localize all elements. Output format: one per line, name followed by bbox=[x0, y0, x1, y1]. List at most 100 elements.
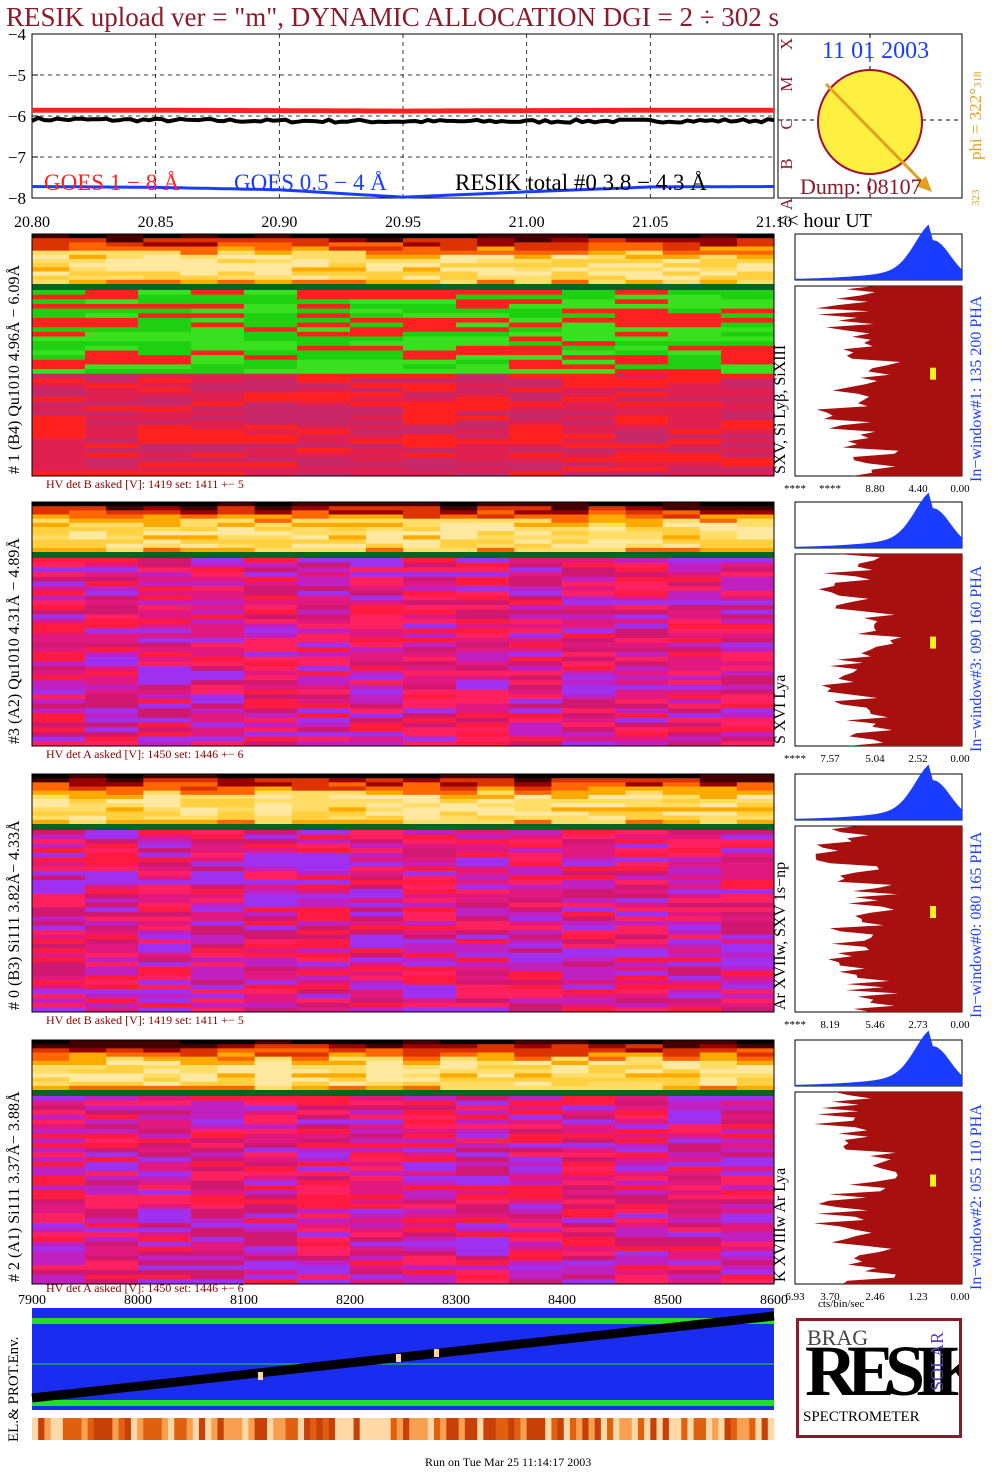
spectrogram-cell bbox=[456, 308, 510, 314]
spectrogram-cell bbox=[615, 614, 669, 620]
spectrogram-cell bbox=[668, 1110, 722, 1116]
heat-cell bbox=[32, 1044, 70, 1049]
spectrogram-cell bbox=[85, 572, 139, 578]
spectrogram-cell bbox=[403, 1124, 457, 1130]
heat-cell bbox=[291, 242, 330, 247]
heat-cell bbox=[32, 815, 70, 821]
spectrum-tick-label: 7.57 bbox=[820, 753, 840, 765]
spectrogram-cell bbox=[456, 1279, 510, 1285]
spectrogram-cell bbox=[350, 1251, 404, 1257]
spectrogram-cell bbox=[721, 313, 775, 319]
spectrogram-cell bbox=[297, 434, 351, 440]
spectrogram-cell bbox=[721, 866, 775, 872]
spectrogram-cell bbox=[244, 961, 298, 967]
x-tick-label: 20.85 bbox=[138, 214, 174, 231]
spectrogram-cell bbox=[456, 567, 510, 573]
spectrogram-cell bbox=[668, 628, 722, 634]
heat-cell bbox=[180, 811, 218, 817]
spectrogram-cell bbox=[668, 993, 722, 999]
heat-cell bbox=[254, 263, 293, 268]
logo-side: SOLAR bbox=[927, 1331, 947, 1391]
heat-cell bbox=[625, 774, 664, 779]
heat-cell bbox=[625, 1081, 664, 1087]
spectrogram-cell bbox=[297, 1180, 351, 1186]
spectrogram-cell bbox=[403, 875, 457, 881]
spectrogram-cell bbox=[562, 647, 616, 653]
spectrogram-cell bbox=[509, 966, 563, 972]
spectrogram-cell bbox=[191, 656, 245, 662]
heat-cell bbox=[699, 819, 738, 825]
spectrogram-cell bbox=[403, 452, 457, 458]
heat-cell bbox=[662, 506, 701, 511]
heat-cell bbox=[477, 242, 515, 247]
heat-cell bbox=[625, 279, 664, 285]
spectrogram-cell bbox=[456, 1152, 510, 1158]
spectrogram-cell bbox=[244, 939, 298, 945]
spectrogram-cell bbox=[191, 1152, 245, 1158]
heat-cell bbox=[180, 1048, 218, 1053]
spectrogram-cell bbox=[456, 590, 510, 597]
heat-cell bbox=[328, 514, 367, 520]
env-heat-cell bbox=[242, 1418, 249, 1440]
spectrogram-cell bbox=[456, 452, 510, 458]
heat-cell bbox=[106, 531, 144, 536]
heat-cell bbox=[514, 1065, 552, 1070]
heat-cell bbox=[365, 547, 404, 553]
heat-cell bbox=[69, 527, 107, 532]
spectrogram-cell bbox=[456, 562, 510, 568]
spectrogram-cell bbox=[85, 364, 139, 370]
spectrogram-cell bbox=[85, 438, 139, 444]
spectrogram-cell bbox=[350, 1105, 404, 1111]
heat-cell bbox=[736, 547, 775, 553]
spectrogram-cell bbox=[32, 313, 86, 319]
heat-cell bbox=[551, 1081, 589, 1087]
spectrogram-cell bbox=[668, 680, 722, 686]
spectrogram-cell bbox=[615, 317, 669, 324]
spectrogram-cell bbox=[244, 852, 298, 858]
spectrogram-cell bbox=[721, 609, 775, 615]
spectrogram-cell bbox=[138, 633, 192, 639]
spectrogram-cell bbox=[138, 880, 192, 886]
heat-cell bbox=[588, 803, 627, 808]
heat-cell bbox=[106, 1069, 144, 1074]
spectrogram-cell bbox=[191, 708, 245, 714]
spectrogram-cell bbox=[32, 952, 86, 958]
heat-cell bbox=[69, 531, 107, 536]
spectrogram-cell bbox=[509, 870, 563, 876]
spectrogram-cell bbox=[403, 708, 457, 714]
dark-band bbox=[32, 824, 774, 830]
spectrogram-cell bbox=[509, 396, 563, 403]
spectrogram-cell bbox=[297, 1218, 351, 1224]
spectrogram-cell bbox=[85, 1175, 139, 1182]
spectrogram-cell bbox=[191, 852, 245, 858]
spectrogram-cell bbox=[244, 1204, 298, 1210]
spectrogram-cell bbox=[562, 830, 616, 836]
spectrogram-cell bbox=[244, 303, 298, 310]
spectrogram-cell bbox=[32, 1218, 86, 1224]
spectrogram-cell bbox=[85, 930, 139, 936]
spectrogram-cell bbox=[509, 457, 563, 463]
spectrogram-cell bbox=[562, 1222, 616, 1229]
heat-cell bbox=[365, 510, 404, 515]
heat-cell bbox=[69, 279, 107, 285]
heat-cell bbox=[699, 1085, 738, 1091]
heat-cell bbox=[365, 242, 404, 247]
heat-cell bbox=[440, 1052, 478, 1058]
env-heat-cell bbox=[161, 1418, 169, 1440]
spectrogram-cell bbox=[668, 590, 722, 597]
spectrogram-cell bbox=[615, 457, 669, 463]
spectrogram-cell bbox=[297, 401, 351, 407]
spectrogram-cell bbox=[244, 930, 298, 936]
env-heat-cell bbox=[279, 1418, 287, 1440]
spectrogram-cell bbox=[244, 934, 298, 940]
heat-cell bbox=[699, 782, 738, 787]
spectrogram-cell bbox=[403, 1166, 457, 1172]
heat-cell bbox=[69, 547, 107, 553]
spectrogram-cell bbox=[350, 1255, 404, 1261]
heat-cell bbox=[328, 1073, 367, 1078]
spectrogram-cell bbox=[403, 1002, 457, 1008]
heat-cell bbox=[180, 518, 218, 524]
spectrogram-cell bbox=[32, 401, 86, 407]
heat-cell bbox=[551, 522, 589, 528]
spectrogram-cell bbox=[509, 893, 563, 899]
